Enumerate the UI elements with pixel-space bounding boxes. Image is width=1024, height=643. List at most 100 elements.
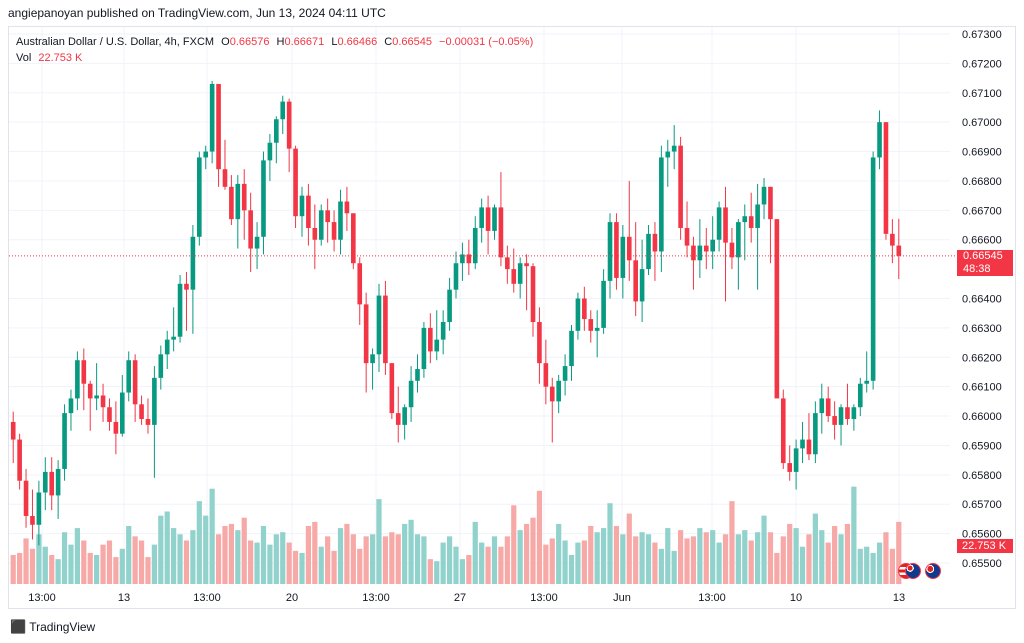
candle-down <box>17 433 22 490</box>
candle-up <box>402 404 407 440</box>
candle-up <box>415 354 420 393</box>
y-tick-label: 0.66000 <box>962 411 1002 423</box>
candle-down <box>241 169 247 240</box>
volume-bar <box>344 523 350 584</box>
chart-legend: Australian Dollar / U.S. Dollar, 4h, FXC… <box>16 34 533 66</box>
candle-up <box>164 330 170 370</box>
candle-down <box>768 186 773 264</box>
candle-down <box>395 386 401 443</box>
candle-down <box>286 98 292 173</box>
volume-bar <box>81 540 87 584</box>
x-tick-label: 10 <box>790 592 802 604</box>
au-flag-icon[interactable] <box>925 563 941 579</box>
volume-bar <box>774 552 780 584</box>
y-tick-label: 0.65700 <box>962 499 1002 511</box>
candle-down <box>652 222 658 281</box>
x-tick-label: 20 <box>286 592 298 604</box>
low-label: L <box>331 36 338 48</box>
y-tick-label: 0.65800 <box>962 470 1002 482</box>
candle-down <box>293 145 298 228</box>
x-tick-label: 13:00 <box>530 592 558 604</box>
candle-up <box>601 269 606 334</box>
candle-up <box>408 366 414 422</box>
candle-up <box>280 95 286 134</box>
volume-bar <box>280 532 286 584</box>
candle-up <box>479 198 484 243</box>
eu-flag-icon[interactable] <box>905 563 921 579</box>
volume-bar <box>812 513 818 584</box>
open-value: 0.66576 <box>229 36 270 48</box>
volume-bar <box>158 515 164 584</box>
volume-bar <box>703 532 709 584</box>
volume-bar <box>74 528 80 584</box>
volume-bar <box>235 530 241 584</box>
volume-bar <box>203 515 209 584</box>
volume-bar <box>787 523 793 584</box>
volume-bar <box>350 534 356 584</box>
candle-down <box>883 122 889 240</box>
volume-bar <box>325 536 331 584</box>
volume-bar <box>626 513 632 584</box>
volume-bar <box>286 542 292 584</box>
volume-bar <box>479 542 485 584</box>
candle-down <box>23 468 29 528</box>
candle-up <box>761 178 767 220</box>
last-price-value: 0.66545 <box>963 249 1003 262</box>
volume-bar <box>17 552 23 584</box>
volume-bar <box>864 546 870 584</box>
y-tick-label: 0.65900 <box>962 440 1002 452</box>
candle-up <box>447 277 452 331</box>
volume-bar <box>427 559 433 584</box>
candle-down <box>184 272 189 331</box>
candle-up <box>800 421 805 464</box>
volume-bar <box>485 546 491 584</box>
candles <box>10 81 902 546</box>
candle-down <box>703 227 709 270</box>
low-value: 0.66466 <box>337 36 378 48</box>
volume-bar <box>511 505 517 584</box>
last-price-tag: 0.66545 48:38 <box>957 249 1013 276</box>
candle-up <box>274 116 279 164</box>
candle-down <box>222 139 228 190</box>
volume-tag: 22.753 K <box>957 539 1013 553</box>
candle-down <box>723 186 728 302</box>
candle-down <box>806 413 812 461</box>
volume-bar <box>748 540 754 584</box>
volume-bar <box>132 536 138 584</box>
candle-down <box>306 183 311 246</box>
candle-down <box>832 401 837 440</box>
candle-down <box>139 395 144 425</box>
candle-up <box>716 201 722 252</box>
candle-down <box>774 219 780 399</box>
volume-bar <box>645 534 652 584</box>
volume-bar <box>248 540 254 584</box>
candle-up <box>36 480 42 546</box>
candle-up <box>126 351 132 402</box>
candle-down <box>466 239 472 275</box>
close-label: C <box>384 36 393 48</box>
candle-up <box>261 151 266 255</box>
grid-lines <box>9 27 950 586</box>
volume-bar <box>215 534 222 584</box>
candle-up <box>838 404 844 446</box>
candle-down <box>49 457 55 511</box>
volume-bar <box>761 515 767 584</box>
candle-up <box>697 219 703 278</box>
y-tick-label: 0.66100 <box>962 382 1002 394</box>
volume-bar <box>742 530 748 584</box>
candle-up <box>877 110 882 170</box>
candle-up <box>742 204 748 261</box>
volume-bar <box>389 532 395 584</box>
candle-up <box>370 348 375 390</box>
volume-bar <box>665 528 671 584</box>
y-tick-label: 0.66800 <box>962 176 1002 188</box>
volume-bar <box>677 530 684 584</box>
y-tick-label: 0.65600 <box>962 529 1002 541</box>
volume-bar <box>177 534 183 584</box>
candle-down <box>363 292 369 393</box>
volume-bar <box>857 548 863 584</box>
candle-down <box>537 307 542 384</box>
candle-up <box>196 151 202 246</box>
candle-up <box>94 363 99 411</box>
